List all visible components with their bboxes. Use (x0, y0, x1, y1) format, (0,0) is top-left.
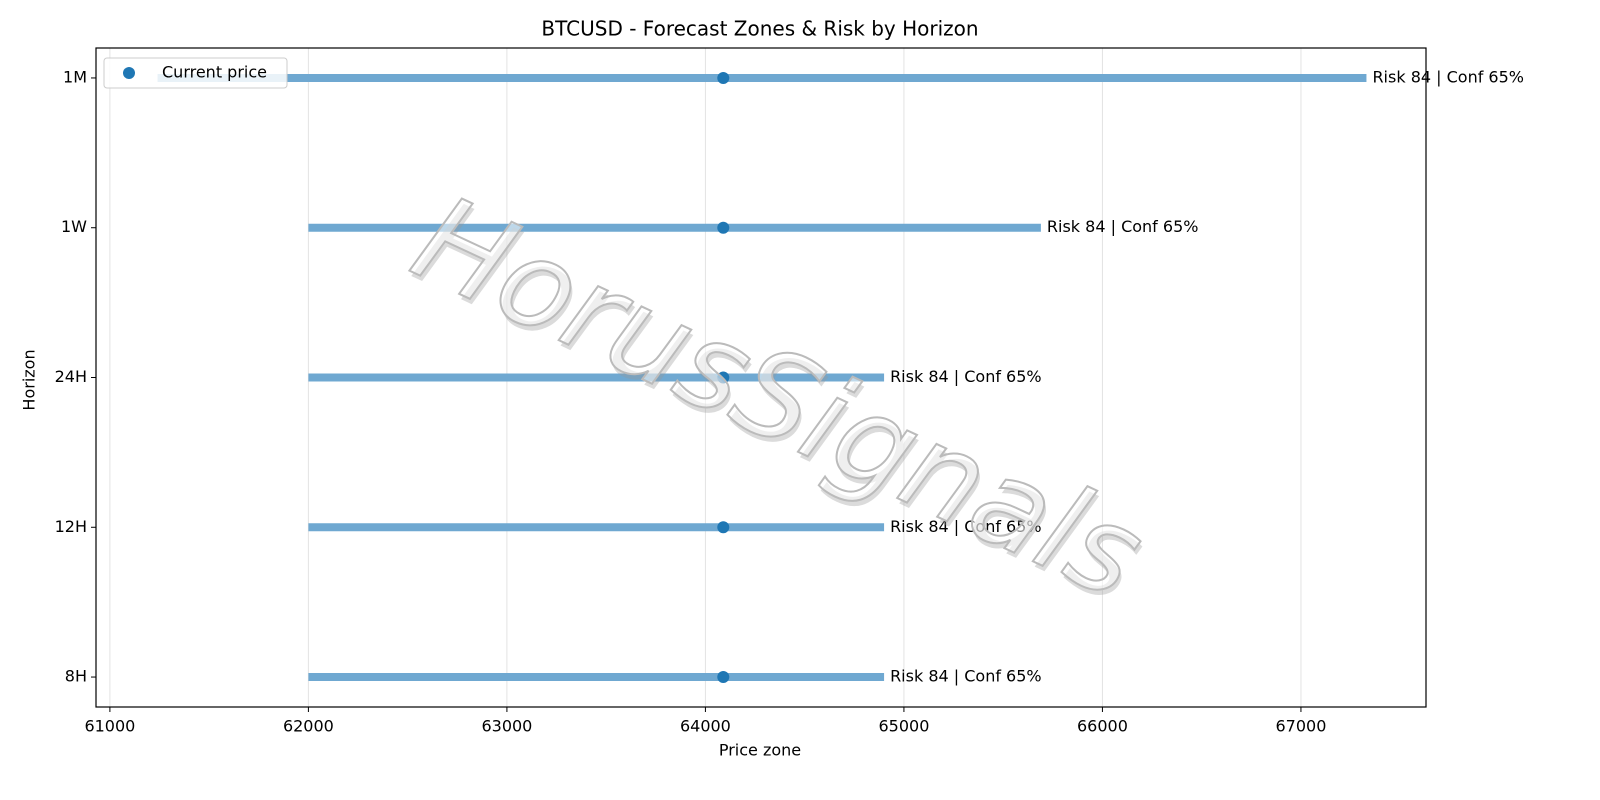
plot-frame (95, 47, 1427, 708)
x-tick-label: 63000 (481, 717, 532, 736)
x-tick-label: 61000 (84, 717, 135, 736)
chart-title: BTCUSD - Forecast Zones & Risk by Horizo… (541, 17, 978, 41)
zone-annotation: Risk 84 | Conf 65% (1372, 67, 1524, 86)
y-tick-label: 12H (55, 517, 87, 536)
x-tick-label: 66000 (1077, 717, 1128, 736)
legend-label: Current price (162, 63, 267, 82)
y-tick-label: 1M (63, 67, 87, 86)
x-tick-label: 67000 (1275, 717, 1326, 736)
current-price-dot (717, 371, 730, 384)
current-price-dot (717, 671, 730, 684)
y-tick-label: 24H (55, 367, 87, 386)
x-tick-label: 64000 (680, 717, 731, 736)
zone-annotation: Risk 84 | Conf 65% (890, 517, 1042, 536)
watermark: HorusSignals (394, 170, 1162, 627)
current-price-dot (717, 221, 730, 234)
x-tick-label: 62000 (283, 717, 334, 736)
y-tick-label: 8H (65, 667, 87, 686)
current-price-dot (717, 71, 730, 84)
zone-annotation: Risk 84 | Conf 65% (890, 667, 1042, 686)
zone-annotation: Risk 84 | Conf 65% (890, 367, 1042, 386)
y-axis-label: Horizon (20, 349, 39, 410)
current-price-dot (717, 521, 730, 534)
zone-annotation: Risk 84 | Conf 65% (1047, 217, 1199, 236)
legend-marker (123, 67, 135, 79)
legend-box (103, 57, 288, 89)
x-axis-label: Price zone (719, 741, 801, 760)
y-tick-label: 1W (61, 217, 87, 236)
x-tick-label: 65000 (878, 717, 929, 736)
